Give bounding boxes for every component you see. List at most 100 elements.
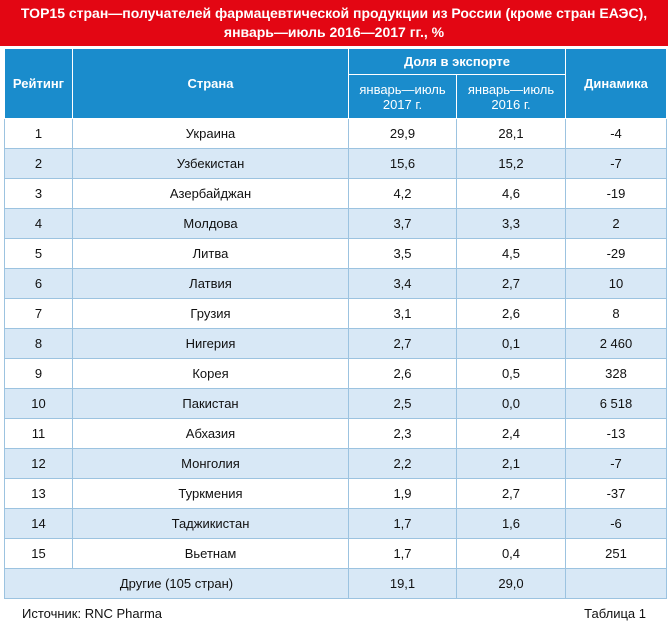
cell: 2,5 — [348, 388, 457, 419]
cell: 29,9 — [348, 118, 457, 149]
cell: 3,3 — [456, 208, 566, 239]
cell: 9 — [4, 358, 73, 389]
cell: 1,6 — [456, 508, 566, 539]
cell: 13 — [4, 478, 73, 509]
cell: Абхазия — [72, 418, 349, 449]
cell: 0,5 — [456, 358, 566, 389]
cell: 8 — [565, 298, 667, 329]
cell: 1,9 — [348, 478, 457, 509]
cell: -7 — [565, 448, 667, 479]
row: 11 Абхазия 2,3 2,4 -13 — [4, 418, 667, 449]
cell: 12 — [4, 448, 73, 479]
header-cell: Страна — [72, 48, 349, 119]
cell: 2,3 — [348, 418, 457, 449]
row: 13 Туркмения 1,9 2,7 -37 — [4, 478, 667, 509]
cell: -19 — [565, 178, 667, 209]
cell: 328 — [565, 358, 667, 389]
row: 15 Вьетнам 1,7 0,4 251 — [4, 538, 667, 569]
cell: 6 518 — [565, 388, 667, 419]
header-cell: Рейтинг — [4, 48, 73, 119]
cell: 2,7 — [348, 328, 457, 359]
table-label: Таблица 1 — [584, 606, 646, 621]
cell: Пакистан — [72, 388, 349, 419]
cell: 2,6 — [456, 298, 566, 329]
header-cell: Доля в экспорте — [348, 48, 566, 75]
cell: 19,1 — [348, 568, 457, 599]
cell: 3,1 — [348, 298, 457, 329]
cell: 3,7 — [348, 208, 457, 239]
cell: 29,0 — [456, 568, 566, 599]
cell: 4 — [4, 208, 73, 239]
row: 14 Таджикистан 1,7 1,6 -6 — [4, 508, 667, 539]
cell: Грузия — [72, 298, 349, 329]
cell: 251 — [565, 538, 667, 569]
cell: 2,2 — [348, 448, 457, 479]
cell: -37 — [565, 478, 667, 509]
cell: 7 — [4, 298, 73, 329]
cell: Другие (105 стран) — [4, 568, 349, 599]
cell: 2 460 — [565, 328, 667, 359]
cell: 1 — [4, 118, 73, 149]
header-cell: январь—июль 2016 г. — [456, 74, 566, 119]
cell: Туркмения — [72, 478, 349, 509]
cell: 14 — [4, 508, 73, 539]
cell: 15,6 — [348, 148, 457, 179]
cell: 0,1 — [456, 328, 566, 359]
row: 10 Пакистан 2,5 0,0 6 518 — [4, 388, 667, 419]
row: 6 Латвия 3,4 2,7 10 — [4, 268, 667, 299]
cell: Азербайджан — [72, 178, 349, 209]
cell: 3,5 — [348, 238, 457, 269]
row: 3 Азербайджан 4,2 4,6 -19 — [4, 178, 667, 209]
cell: 4,2 — [348, 178, 457, 209]
cell: 1,7 — [348, 508, 457, 539]
cell: Молдова — [72, 208, 349, 239]
source: Источник: RNC Pharma — [22, 606, 163, 621]
row: 7 Грузия 3,1 2,6 8 — [4, 298, 667, 329]
cell: 2,7 — [456, 268, 566, 299]
row: 1 Украина 29,9 28,1 -4 — [4, 118, 667, 149]
cell: Таджикистан — [72, 508, 349, 539]
cell: -7 — [565, 148, 667, 179]
cell — [565, 568, 667, 599]
cell: -6 — [565, 508, 667, 539]
cell: 10 — [4, 388, 73, 419]
row: Другие (105 стран) 19,1 29,0 — [4, 568, 667, 599]
cell: 2 — [4, 148, 73, 179]
cell: Нигерия — [72, 328, 349, 359]
cell: 10 — [565, 268, 667, 299]
row: 12 Монголия 2,2 2,1 -7 — [4, 448, 667, 479]
cell: 28,1 — [456, 118, 566, 149]
row: 9 Корея 2,6 0,5 328 — [4, 358, 667, 389]
cell: 15 — [4, 538, 73, 569]
cell: Монголия — [72, 448, 349, 479]
cell: Украина — [72, 118, 349, 149]
cell: 0,0 — [456, 388, 566, 419]
row: 5 Литва 3,5 4,5 -29 — [4, 238, 667, 269]
title: TOP15 стран—получателей фармацевтической… — [0, 0, 668, 46]
cell: 2,1 — [456, 448, 566, 479]
data-table: Рейтинг Страна Доля в экспорте Динамика … — [4, 48, 667, 599]
cell: 6 — [4, 268, 73, 299]
cell: 4,5 — [456, 238, 566, 269]
cell: 5 — [4, 238, 73, 269]
cell: 2,4 — [456, 418, 566, 449]
cell: 15,2 — [456, 148, 566, 179]
cell: 2,7 — [456, 478, 566, 509]
cell: 3 — [4, 178, 73, 209]
cell: 0,4 — [456, 538, 566, 569]
row: 4 Молдова 3,7 3,3 2 — [4, 208, 667, 239]
cell: -29 — [565, 238, 667, 269]
cell: 4,6 — [456, 178, 566, 209]
cell: 8 — [4, 328, 73, 359]
cell: 11 — [4, 418, 73, 449]
cell: Узбекистан — [72, 148, 349, 179]
row: 8 Нигерия 2,7 0,1 2 460 — [4, 328, 667, 359]
table-body: 1 Украина 29,9 28,1 -4 2 Узбекистан 15,6 15,2 -7 3… — [4, 118, 667, 599]
cell: 2,6 — [348, 358, 457, 389]
cell: 2 — [565, 208, 667, 239]
cell: 1,7 — [348, 538, 457, 569]
cell: -4 — [565, 118, 667, 149]
header-cell: январь—июль 2017 г. — [348, 74, 457, 119]
header-cell: Динамика — [565, 48, 667, 119]
